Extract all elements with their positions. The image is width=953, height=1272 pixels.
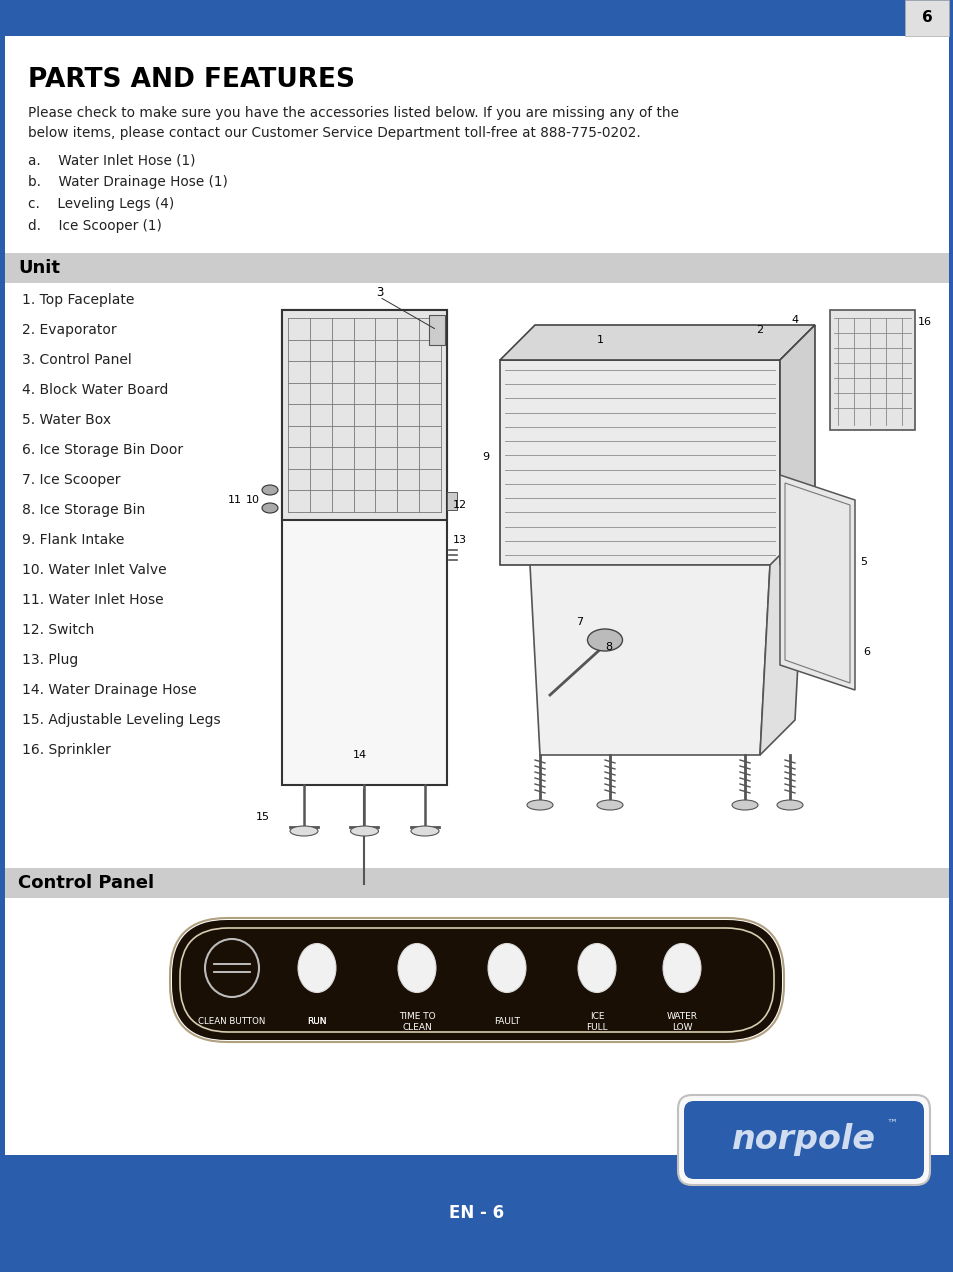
Bar [282,310,447,785]
Text: 16: 16 [917,317,931,327]
Polygon shape [780,474,854,689]
Text: RUN: RUN [307,1018,327,1027]
Bar [829,310,914,430]
Bar [904,0,948,36]
Text: 8. Ice Storage Bin: 8. Ice Storage Bin [22,502,145,516]
Text: 1. Top Faceplate: 1. Top Faceplate [22,293,134,307]
Polygon shape [499,360,780,565]
Text: EN - 6: EN - 6 [449,1205,504,1222]
Text: PARTS AND FEATURES: PARTS AND FEATURES [28,67,355,93]
Text: ™: ™ [885,1119,896,1130]
Text: ICE
FULL: ICE FULL [585,1013,607,1032]
Text: d.    Ice Scooper (1): d. Ice Scooper (1) [28,219,162,233]
Text: 12: 12 [453,500,467,510]
Ellipse shape [587,628,622,651]
Text: 9: 9 [481,452,489,462]
Ellipse shape [290,826,317,836]
Text: 3. Control Panel: 3. Control Panel [22,354,132,368]
Text: 3: 3 [375,285,383,299]
Text: 7: 7 [576,617,583,627]
Bar [0,0,953,36]
Text: 11: 11 [228,495,242,505]
Text: 12. Switch: 12. Switch [22,623,94,637]
Bar [5,868,948,898]
Ellipse shape [262,485,277,495]
Text: 1: 1 [596,335,603,345]
Bar [5,253,948,282]
Ellipse shape [411,826,438,836]
Text: 6. Ice Storage Bin Door: 6. Ice Storage Bin Door [22,443,183,457]
Text: 7. Ice Scooper: 7. Ice Scooper [22,473,120,487]
Polygon shape [760,530,804,756]
Text: a.    Water Inlet Hose (1): a. Water Inlet Hose (1) [28,153,195,167]
Text: 14: 14 [352,750,366,759]
Ellipse shape [488,944,525,992]
Ellipse shape [731,800,758,810]
Polygon shape [780,326,814,565]
Polygon shape [530,565,769,756]
Ellipse shape [526,800,553,810]
Text: 10: 10 [246,495,260,505]
Bar [0,0,5,1272]
Text: Control Panel: Control Panel [18,874,154,892]
Text: 16. Sprinkler: 16. Sprinkler [22,743,111,757]
Ellipse shape [578,944,616,992]
Bar [948,0,953,1272]
Ellipse shape [597,800,622,810]
Text: 13: 13 [453,536,467,544]
Ellipse shape [397,944,436,992]
Text: 13. Plug: 13. Plug [22,653,78,667]
Bar [282,310,447,520]
Text: below items, please contact our Customer Service Department toll-free at 888-775: below items, please contact our Customer… [28,126,640,140]
Text: 2. Evaporator: 2. Evaporator [22,323,116,337]
Text: 6: 6 [862,647,869,658]
Text: 15: 15 [255,812,270,822]
Bar [429,315,444,345]
Text: norpole: norpole [731,1123,875,1156]
FancyBboxPatch shape [172,920,781,1040]
Ellipse shape [262,502,277,513]
Text: 8: 8 [604,642,612,653]
Text: 5. Water Box: 5. Water Box [22,413,111,427]
Text: 11. Water Inlet Hose: 11. Water Inlet Hose [22,593,164,607]
Polygon shape [499,326,814,360]
FancyBboxPatch shape [683,1102,923,1179]
Text: TIME TO
CLEAN: TIME TO CLEAN [398,1013,435,1032]
Bar [447,492,456,510]
Ellipse shape [297,944,335,992]
Text: Please check to make sure you have the accessories listed below. If you are miss: Please check to make sure you have the a… [28,106,679,120]
Text: c.    Leveling Legs (4): c. Leveling Legs (4) [28,197,174,211]
Bar [0,1155,953,1272]
Text: Unit: Unit [18,259,60,277]
Ellipse shape [350,826,378,836]
Text: RUN: RUN [307,1018,327,1027]
Text: 14. Water Drainage Hose: 14. Water Drainage Hose [22,683,196,697]
Text: 5: 5 [859,557,866,567]
Text: 2: 2 [756,326,762,335]
Text: 9. Flank Intake: 9. Flank Intake [22,533,124,547]
Text: 6: 6 [921,10,931,25]
Ellipse shape [776,800,802,810]
Text: 10. Water Inlet Valve: 10. Water Inlet Valve [22,563,167,577]
Text: b.    Water Drainage Hose (1): b. Water Drainage Hose (1) [28,176,228,190]
Text: WATER
LOW: WATER LOW [666,1013,697,1032]
Text: 4: 4 [791,315,798,326]
Text: FAULT: FAULT [494,1018,519,1027]
Text: 4. Block Water Board: 4. Block Water Board [22,383,168,397]
FancyBboxPatch shape [678,1095,929,1186]
Text: 15. Adjustable Leveling Legs: 15. Adjustable Leveling Legs [22,714,220,728]
Text: CLEAN BUTTON: CLEAN BUTTON [198,1018,265,1027]
Ellipse shape [662,944,700,992]
